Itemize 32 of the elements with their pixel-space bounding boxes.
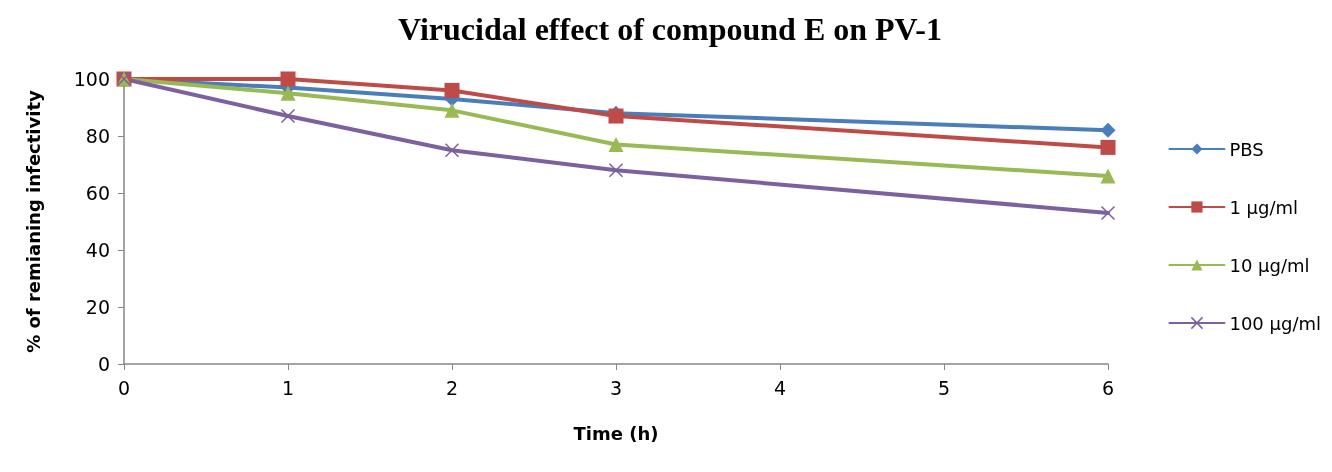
point (1100, 122, 1116, 138)
legend-label: 100 µg/ml (1229, 312, 1322, 334)
x-tick-label: 1 (281, 376, 295, 399)
point (444, 82, 460, 98)
point (1100, 168, 1116, 184)
y-tick-label: 20 (85, 296, 110, 318)
point (608, 137, 624, 153)
point (280, 85, 296, 101)
x-tick-label: 5 (937, 376, 951, 399)
y-tick-label: 80 (85, 125, 110, 147)
point (444, 102, 460, 118)
point (444, 143, 460, 158)
x-tick-label: 0 (117, 376, 131, 399)
x-tick-label: 6 (1101, 376, 1115, 399)
y-tick-label: 60 (85, 182, 110, 204)
legend-label: 1 µg/ml (1229, 196, 1299, 218)
point (608, 162, 624, 178)
legend-label: PBS (1229, 138, 1264, 160)
x-tick-label: 4 (773, 376, 787, 399)
x-tick-label: 3 (609, 376, 623, 399)
y-axis-title: % of remianing infectivity (22, 89, 44, 353)
x-tick-label: 2 (445, 376, 459, 399)
y-tick-label: 100 (73, 68, 110, 90)
point (280, 108, 296, 124)
point (1100, 139, 1116, 155)
point (280, 71, 296, 87)
point (1100, 205, 1116, 221)
x-axis-title: Time (h) (573, 422, 659, 444)
chart-title: Virucidal effect of compound E on PV-1 (398, 11, 942, 47)
y-tick-label: 40 (85, 239, 110, 261)
y-tick-label: 0 (97, 353, 110, 375)
legend-label: 10 µg/ml (1229, 254, 1310, 276)
